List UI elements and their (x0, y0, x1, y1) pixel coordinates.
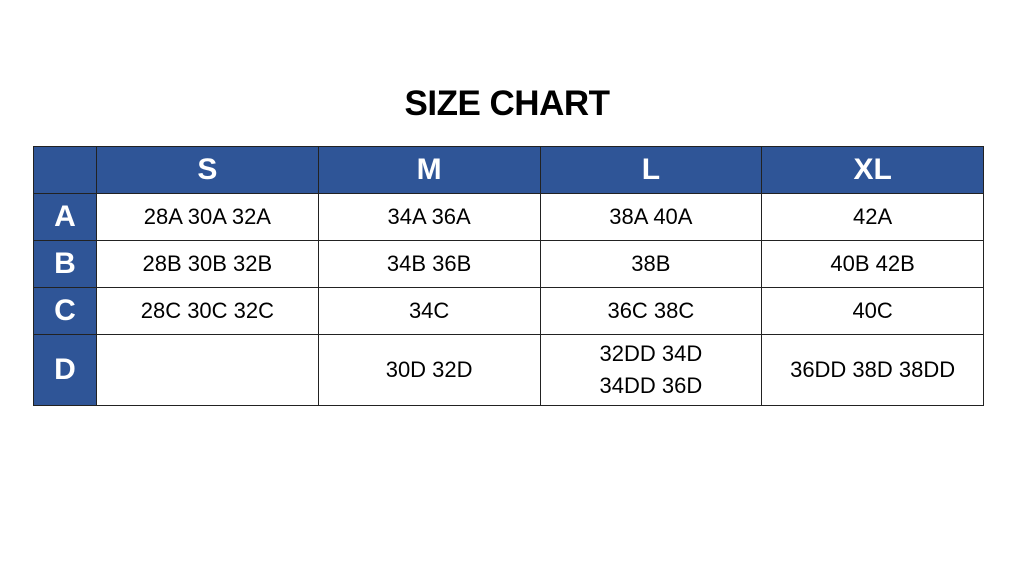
table-cell: 28C 30C 32C (96, 287, 319, 335)
header-row: S M L XL (33, 146, 984, 194)
row-header: D (33, 334, 97, 406)
table-cell: 34B 36B (317, 240, 541, 288)
column-header-m: M (317, 146, 541, 194)
table-cell (96, 334, 319, 406)
table-cell: 28B 30B 32B (96, 240, 319, 288)
row-header: C (33, 287, 97, 335)
table-cell: 40B 42B (761, 240, 984, 288)
table-cell: 34C (317, 287, 541, 335)
table-row: B 28B 30B 32B 34B 36B 38B 40B 42B (33, 240, 984, 288)
column-header-s: S (96, 146, 319, 194)
table-cell: 32DD 34D 34DD 36D (539, 334, 763, 406)
table-cell: 28A 30A 32A (96, 193, 319, 241)
table-cell: 40C (761, 287, 984, 335)
column-header-xl: XL (761, 146, 984, 194)
table-cell: 36C 38C (539, 287, 763, 335)
page-title: SIZE CHART (404, 84, 611, 123)
table-cell: 30D 32D (317, 334, 541, 406)
size-chart-table: S M L XL A 28A 30A 32A 34A 36A 38A 40A 4… (33, 146, 984, 406)
table-row: C 28C 30C 32C 34C 36C 38C 40C (33, 287, 984, 335)
table-cell: 38A 40A (539, 193, 763, 241)
table-cell: 38B (539, 240, 763, 288)
row-header: B (33, 240, 97, 288)
table-cell: 34A 36A (317, 193, 541, 241)
table-row: D 30D 32D 32DD 34D 34DD 36D 36DD 38D 38D… (33, 334, 984, 406)
corner-cell (33, 146, 97, 194)
row-header: A (33, 193, 97, 241)
table-row: A 28A 30A 32A 34A 36A 38A 40A 42A (33, 193, 984, 241)
table-cell: 42A (761, 193, 984, 241)
column-header-l: L (539, 146, 763, 194)
table-cell: 36DD 38D 38DD (761, 334, 984, 406)
